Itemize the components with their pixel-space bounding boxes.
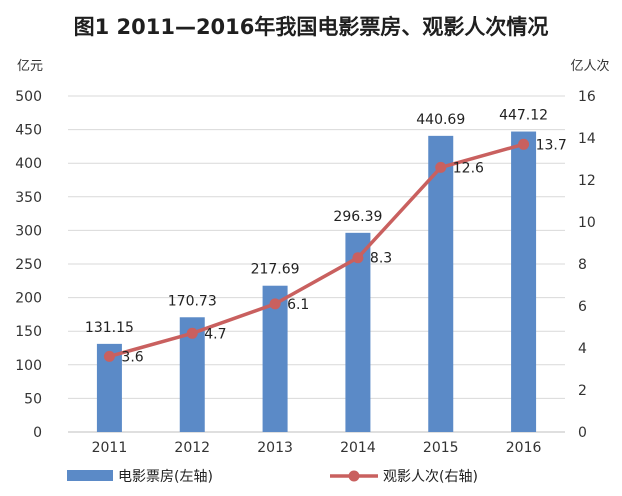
x-axis-tick-label: 2016 bbox=[506, 440, 542, 456]
bar-data-label: 170.73 bbox=[168, 293, 217, 309]
x-axis-tick-label: 2012 bbox=[174, 440, 210, 456]
line-data-label: 4.7 bbox=[204, 326, 226, 342]
line-data-label: 8.3 bbox=[370, 251, 392, 267]
bar-data-label: 296.39 bbox=[333, 209, 382, 225]
right-axis-tick-label: 14 bbox=[578, 131, 596, 147]
right-axis-ticks: 16 14 12 10 8 6 4 2 0 bbox=[578, 89, 596, 441]
left-axis-tick-label: 300 bbox=[15, 223, 42, 239]
left-axis-tick-label: 450 bbox=[15, 123, 42, 139]
bar-data-label: 217.69 bbox=[251, 262, 300, 278]
legend-line-marker bbox=[348, 470, 360, 482]
bar-data-label: 131.15 bbox=[85, 320, 134, 336]
bar bbox=[511, 131, 537, 433]
left-axis-tick-label: 0 bbox=[33, 425, 42, 441]
left-axis-tick-label: 200 bbox=[15, 291, 42, 307]
legend: 电影票房(左轴) 观影人次(右轴) bbox=[67, 469, 478, 485]
x-axis-tick-label: 2011 bbox=[92, 440, 128, 456]
left-axis-tick-label: 400 bbox=[15, 156, 42, 172]
line-point bbox=[186, 327, 198, 339]
bar-data-label: 440.69 bbox=[416, 112, 465, 128]
bar bbox=[345, 232, 371, 432]
line-data-label: 3.6 bbox=[121, 349, 143, 365]
bar-series: 131.15 170.73 217.69 296.39 440.69 447.12 bbox=[85, 108, 548, 433]
right-axis-tick-label: 10 bbox=[578, 215, 596, 231]
line-point bbox=[352, 252, 364, 264]
chart-title: 图1 2011—2016年我国电影票房、观影人次情况 bbox=[74, 15, 549, 39]
x-axis-tick-label: 2015 bbox=[423, 440, 459, 456]
x-axis-tick-label: 2014 bbox=[340, 440, 376, 456]
x-axis-tick-label: 2013 bbox=[257, 440, 293, 456]
line-point bbox=[518, 138, 530, 150]
legend-line-label: 观影人次(右轴) bbox=[383, 469, 478, 485]
gridlines bbox=[68, 95, 565, 433]
right-axis-tick-label: 16 bbox=[578, 89, 596, 105]
right-axis-unit: 亿人次 bbox=[570, 58, 609, 74]
right-axis-tick-label: 12 bbox=[578, 173, 596, 189]
bar bbox=[262, 285, 288, 432]
line-point bbox=[103, 350, 115, 362]
x-axis-ticks: 2011 2012 2013 2014 2015 2016 bbox=[92, 440, 542, 456]
right-axis-tick-label: 2 bbox=[578, 383, 587, 399]
left-axis-tick-label: 50 bbox=[24, 391, 42, 407]
legend-bar-swatch bbox=[67, 470, 113, 481]
left-axis-unit: 亿元 bbox=[17, 59, 43, 74]
line-series: 3.6 4.7 6.1 8.3 12.6 13.7 bbox=[103, 137, 567, 365]
legend-bar-label: 电影票房(左轴) bbox=[118, 469, 213, 485]
line-path bbox=[108, 142, 525, 359]
left-axis-tick-label: 500 bbox=[15, 89, 42, 105]
left-axis-tick-label: 350 bbox=[15, 190, 42, 206]
bar-data-label: 447.12 bbox=[499, 108, 548, 124]
left-axis-tick-label: 250 bbox=[15, 257, 42, 273]
line-point bbox=[435, 161, 447, 173]
right-axis-tick-label: 8 bbox=[578, 257, 587, 273]
line-data-label: 13.7 bbox=[536, 137, 567, 153]
right-axis-tick-label: 0 bbox=[578, 425, 587, 441]
line-data-label: 6.1 bbox=[287, 297, 309, 313]
line-point bbox=[269, 298, 281, 310]
bar bbox=[428, 135, 454, 432]
right-axis-tick-label: 4 bbox=[578, 341, 587, 357]
right-axis-tick-label: 6 bbox=[578, 299, 587, 315]
left-axis-tick-label: 150 bbox=[15, 324, 42, 340]
left-axis-tick-label: 100 bbox=[15, 358, 42, 374]
line-data-label: 12.6 bbox=[453, 160, 484, 176]
